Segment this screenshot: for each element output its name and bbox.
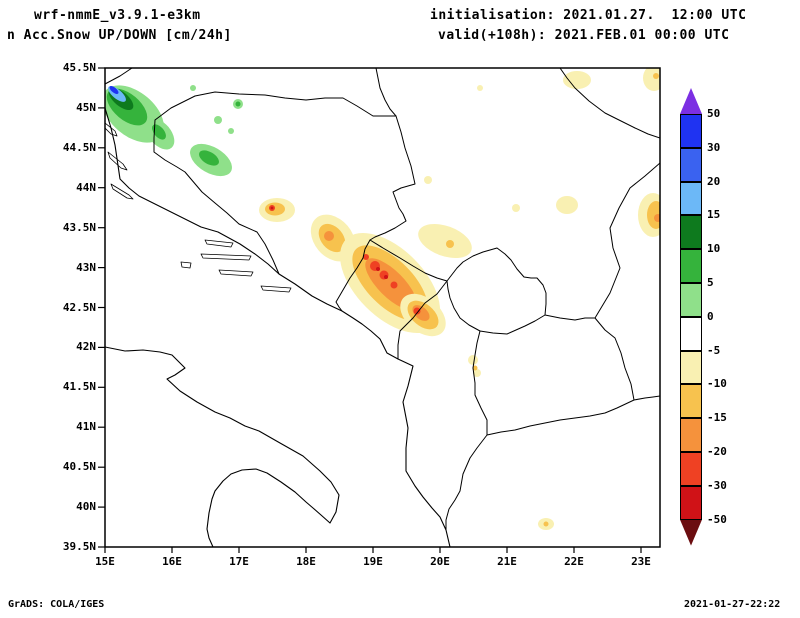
colorbar-segment (680, 282, 702, 317)
map-plot (98, 67, 661, 553)
border-slovenia-croatia (105, 68, 133, 85)
lat-axis-label: 39.5N (62, 540, 96, 553)
coastlines (105, 107, 451, 547)
adriatic-east-coastline (105, 107, 451, 547)
border-serbia-romania (559, 68, 660, 139)
border-serbia-bulgaria (594, 162, 660, 319)
colorbar-segment (680, 418, 702, 452)
grads-credit-label: GrADS: COLA/IGES (8, 599, 105, 610)
colorbar-segment (680, 181, 702, 216)
lat-axis-label: 42.5N (62, 301, 96, 314)
colorbar-segment (680, 249, 702, 283)
lon-axis-label: 22E (564, 555, 584, 568)
lat-axis-label: 40.5N (62, 460, 96, 473)
lon-axis-label: 20E (430, 555, 450, 568)
colorbar-label: 50 (707, 107, 721, 120)
colorbar-label: 5 (707, 276, 714, 289)
lon-axis-label: 23E (631, 555, 651, 568)
colorbar-segment (680, 350, 702, 385)
border-serbia-macedonia (544, 314, 596, 321)
lat-axis-label: 41N (76, 420, 96, 433)
colorbar-segment (680, 485, 702, 520)
colorbar-label: 30 (707, 141, 721, 154)
border-montenegro-albania (397, 280, 448, 360)
lon-axis-label: 15E (95, 555, 115, 568)
product-label: n Acc.Snow UP/DOWN [cm/24h] (7, 28, 232, 43)
colorbar-label: -50 (707, 513, 727, 526)
init-time-label: initialisation: 2021.01.27. 12:00 UTC (430, 8, 747, 23)
lon-axis-label: 16E (162, 555, 182, 568)
country-borders (105, 68, 660, 531)
contour-patches (105, 68, 660, 530)
border-sava-north (194, 91, 397, 117)
lat-axis-label: 44N (76, 181, 96, 194)
colorbar-label: -20 (707, 445, 727, 458)
colorbar-segment (680, 384, 702, 419)
model-version-label: wrf-nmmE_v3.9.1-e3km (34, 8, 201, 23)
colorbar-label: -5 (707, 344, 721, 357)
border-croatia-bosnia-west (153, 95, 280, 275)
colorbar-label: 15 (707, 208, 721, 221)
colorbar-label: 10 (707, 242, 721, 255)
colorbar-label: -10 (707, 377, 727, 390)
border-kosovo (446, 247, 547, 335)
colorbar-segment (680, 451, 702, 486)
colorbar-segment (680, 215, 702, 250)
border-bulgaria-greece (633, 395, 660, 401)
lat-axis-label: 45.5N (62, 61, 96, 74)
lat-axis-label: 42N (76, 340, 96, 353)
border-drina-east (335, 115, 416, 312)
colorbar-segment (680, 316, 702, 351)
colorbar-label: 20 (707, 175, 721, 188)
colorbar-label: 0 (707, 310, 714, 323)
lat-axis-label: 41.5N (62, 380, 96, 393)
colorbar-label: -15 (707, 411, 727, 424)
lat-axis-label: 45N (76, 101, 96, 114)
border-macedonia-bulgaria (594, 317, 635, 401)
lat-axis-label: 40N (76, 500, 96, 513)
colorbar-label: -30 (707, 479, 727, 492)
border-montenegro-serbia (369, 239, 448, 282)
lat-axis-label: 44.5N (62, 141, 96, 154)
colorbar (680, 88, 702, 546)
lon-axis-label: 19E (363, 555, 383, 568)
plot-frame (104, 67, 661, 548)
border-albania-greece (445, 434, 488, 531)
colorbar-segment (680, 147, 702, 182)
colorbar-arrow-top (680, 88, 702, 114)
lon-axis-label: 17E (229, 555, 249, 568)
islands (105, 122, 292, 293)
italy-coastline (105, 346, 340, 547)
valid-time-label: valid(+108h): 2021.FEB.01 00:00 UTC (438, 28, 730, 43)
axis-ticks (98, 67, 642, 553)
lat-axis-label: 43.5N (62, 221, 96, 234)
colorbar-arrow-bottom (680, 519, 702, 546)
lon-axis-label: 21E (497, 555, 517, 568)
border-albania-macedonia (472, 330, 488, 436)
timestamp-label: 2021-01-27-22:22 (684, 599, 781, 610)
lat-axis-label: 43N (76, 261, 96, 274)
colorbar-segment (680, 114, 702, 148)
border-macedonia-greece (486, 399, 635, 436)
lon-axis-label: 18E (296, 555, 316, 568)
border-croatia-serbia (375, 68, 397, 117)
